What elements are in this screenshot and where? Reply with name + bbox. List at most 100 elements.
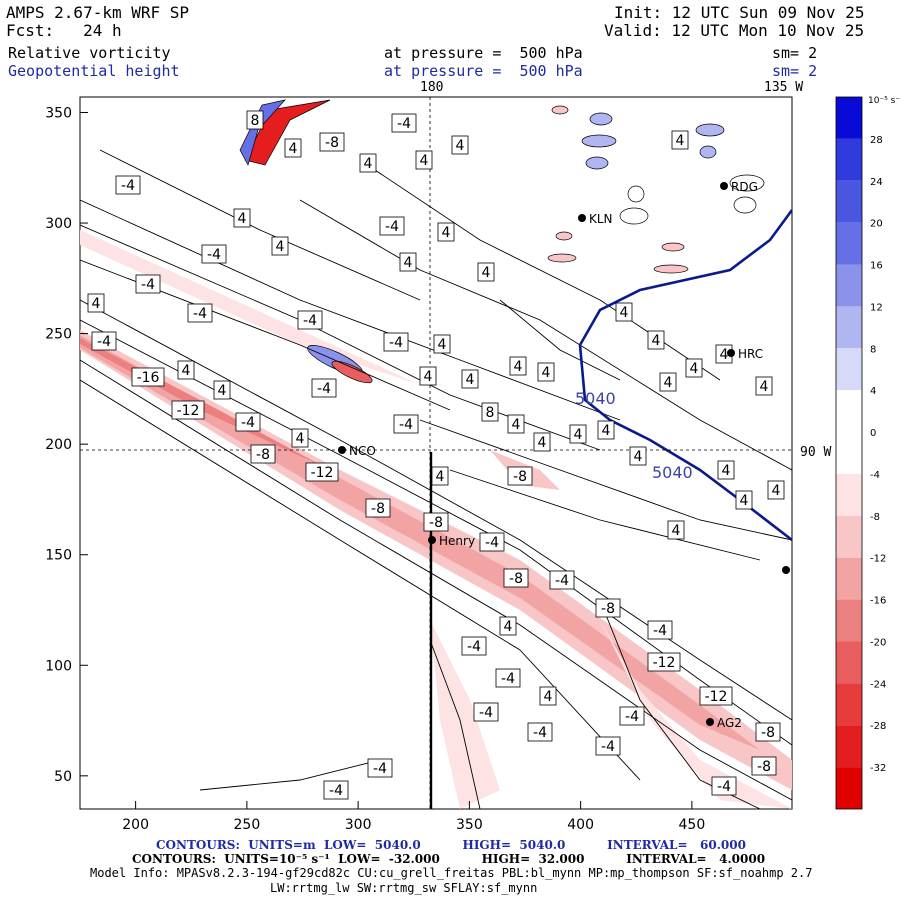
- contour-label: -12: [647, 652, 681, 672]
- contour-label-box: [755, 722, 781, 742]
- contour-label-box: [423, 512, 449, 532]
- colorbar-tick-label: -20: [870, 637, 886, 648]
- contour-label-text: 4: [740, 493, 749, 509]
- contour-label-text: 4: [466, 372, 475, 388]
- contour-label: 4: [399, 252, 417, 272]
- contour-label-text: 4: [772, 483, 781, 499]
- contour-label-text: 4: [504, 619, 513, 635]
- contour-line: [80, 359, 792, 801]
- lon-label-135w: 135 W: [764, 80, 804, 95]
- contour-label-text: 4: [538, 435, 547, 451]
- colorbar-tick-label: 12: [870, 302, 883, 313]
- contour-label: -4: [647, 620, 673, 640]
- contour-label-box: [539, 686, 557, 706]
- contour-label: 4: [477, 262, 495, 282]
- contour-label: -4: [201, 244, 227, 264]
- contour-line: [299, 199, 792, 471]
- contour-label-text: 4: [482, 265, 491, 281]
- contour-label: -4: [549, 570, 575, 590]
- contour-label-text: -12: [653, 655, 676, 671]
- contour-label-text: -4: [399, 417, 413, 433]
- x-tick-label: 350: [456, 817, 483, 833]
- contour-label: -8: [595, 598, 621, 618]
- contour-label-text: -8: [761, 725, 775, 741]
- contour-label-box: [451, 135, 469, 155]
- height-label: 5040: [652, 463, 693, 482]
- contour-group: 5040 5040 8 4 -8 4 -4 4 4 -4 4 -4 4 4 4 4 -4 -4 -4 4 -4 -4 -16…: [80, 97, 792, 809]
- contour-label-box: [569, 424, 587, 444]
- contour-label-box: [659, 372, 677, 392]
- contour-label: -4: [91, 331, 117, 351]
- contour-label: -4: [711, 776, 737, 796]
- contour-label-box: [235, 412, 261, 432]
- contour-label-text: 4: [404, 255, 413, 271]
- x-tick-label: 400: [567, 817, 594, 833]
- contour-label-text: -8: [509, 571, 523, 587]
- contour-label: 4: [685, 358, 703, 378]
- pressure-level-1: at pressure = 500 hPa: [384, 44, 583, 62]
- small-eddy: [585, 156, 609, 170]
- contour-label: -4: [379, 216, 405, 236]
- x-tick-label: 250: [234, 817, 261, 833]
- contour-label-box: [615, 302, 633, 322]
- colorbar-swatch: [836, 348, 862, 391]
- contour-label: -8: [507, 466, 533, 486]
- eddy-red: [331, 360, 373, 384]
- contour-label: -12: [305, 462, 339, 482]
- contour-label: -12: [699, 686, 733, 706]
- colorbar-swatch: [836, 264, 862, 307]
- forecast-hour: Fcst: 24 h: [6, 21, 122, 40]
- contour-label-box: [461, 636, 487, 656]
- contour-label-box: [233, 208, 251, 228]
- contour-label: -4: [323, 780, 349, 800]
- contour-label: -4: [495, 668, 521, 688]
- colorbar-swatch: [836, 473, 862, 516]
- contour-label: -4: [367, 758, 393, 778]
- contour-label: -4: [595, 736, 621, 756]
- contour-label-box: [755, 376, 773, 396]
- contour-label-box: [91, 331, 117, 351]
- contour-label-text: 4: [456, 138, 465, 154]
- colorbar-tick-label: -12: [870, 554, 886, 565]
- contour-label: 4: [539, 686, 557, 706]
- contour-label-text: 4: [420, 153, 429, 169]
- lon-label-180: 180: [420, 80, 444, 95]
- contour-label-text: -8: [757, 759, 771, 775]
- footer-vort-contours: CONTOURS: UNITS=10⁻⁵ s⁻¹ LOW= -32.000 HI…: [132, 852, 766, 866]
- contour-label-box: [477, 262, 495, 282]
- contour-label-text: -4: [467, 639, 481, 655]
- colorbar-swatch: [836, 599, 862, 642]
- contour-line: [419, 419, 792, 541]
- contour-label-box: [597, 420, 615, 440]
- contour-label-box: [359, 153, 377, 173]
- contour-line: [429, 639, 481, 809]
- contour-label-text: 4: [664, 375, 673, 391]
- x-tick-label: 300: [345, 817, 372, 833]
- colorbar-tick-label: 4: [870, 386, 876, 397]
- contour-label: 4: [177, 360, 195, 380]
- station-label: RDG: [731, 180, 758, 194]
- contour-label-box: [751, 756, 777, 776]
- contour-label: 4: [629, 446, 647, 466]
- contour-label: -4: [391, 113, 417, 133]
- contour-label-box: [499, 616, 517, 636]
- colorbar-tick-label: 0: [870, 428, 876, 439]
- contour-label-box: [619, 706, 645, 726]
- contour-label-box: [419, 366, 437, 386]
- contour-label: -8: [755, 722, 781, 742]
- colorbar-swatch: [836, 138, 862, 181]
- colorbar-tick-label: 16: [870, 261, 883, 272]
- contour-label-text: -8: [429, 515, 443, 531]
- contour-label: -4: [527, 722, 553, 742]
- contour-label-text: 4: [542, 365, 551, 381]
- smoothing-1: sm= 2: [772, 44, 818, 62]
- contour-label: 4: [671, 130, 689, 150]
- contour-label-box: [671, 130, 689, 150]
- contour-label: -4: [311, 378, 337, 398]
- station-marker: [727, 349, 735, 357]
- contour-label-text: 4: [760, 379, 769, 395]
- contour-label-text: -4: [717, 779, 731, 795]
- contour-label-text: -4: [625, 709, 639, 725]
- contour-label-text: 4: [442, 225, 451, 241]
- field-vorticity: Relative vorticity: [8, 44, 171, 62]
